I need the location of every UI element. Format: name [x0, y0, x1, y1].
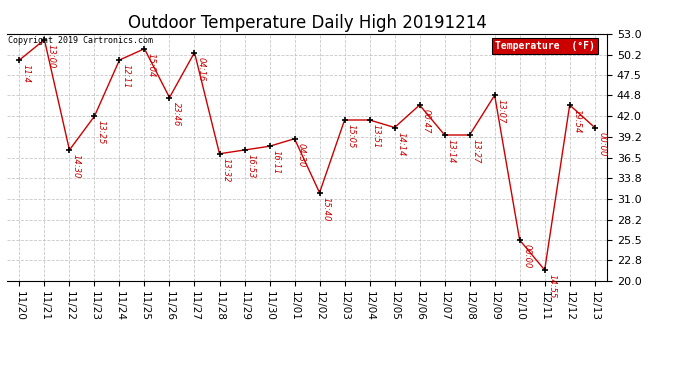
Text: 12:11: 12:11 [122, 64, 131, 88]
Text: 13:25: 13:25 [97, 120, 106, 145]
Text: 00:00: 00:00 [597, 132, 606, 156]
Text: 15:05: 15:05 [347, 124, 356, 148]
Text: 13:14: 13:14 [447, 139, 456, 164]
Text: 23:46: 23:46 [172, 102, 181, 126]
Text: 16:53: 16:53 [247, 154, 256, 178]
Text: Temperature  (°F): Temperature (°F) [495, 41, 595, 51]
Text: 14:14: 14:14 [397, 132, 406, 156]
Text: 11:4: 11:4 [22, 64, 31, 83]
Text: 04:16: 04:16 [197, 57, 206, 81]
Text: 13:07: 13:07 [497, 99, 506, 124]
Text: 13:00: 13:00 [47, 44, 56, 68]
Text: 16:11: 16:11 [272, 150, 281, 175]
Text: 00:47: 00:47 [422, 109, 431, 134]
Text: 13:27: 13:27 [472, 139, 481, 164]
Text: 13:51: 13:51 [372, 124, 381, 148]
Title: Outdoor Temperature Daily High 20191214: Outdoor Temperature Daily High 20191214 [128, 14, 486, 32]
Text: 00:00: 00:00 [522, 244, 531, 268]
Text: 14:55: 14:55 [547, 274, 556, 298]
Text: 15:04: 15:04 [147, 53, 156, 77]
Text: 15:40: 15:40 [322, 197, 331, 221]
Text: Copyright 2019 Cartronics.com: Copyright 2019 Cartronics.com [8, 36, 152, 45]
Text: 14:30: 14:30 [72, 154, 81, 178]
Text: 04:30: 04:30 [297, 143, 306, 167]
Text: 13:32: 13:32 [222, 158, 231, 182]
Text: 19:54: 19:54 [572, 109, 581, 134]
